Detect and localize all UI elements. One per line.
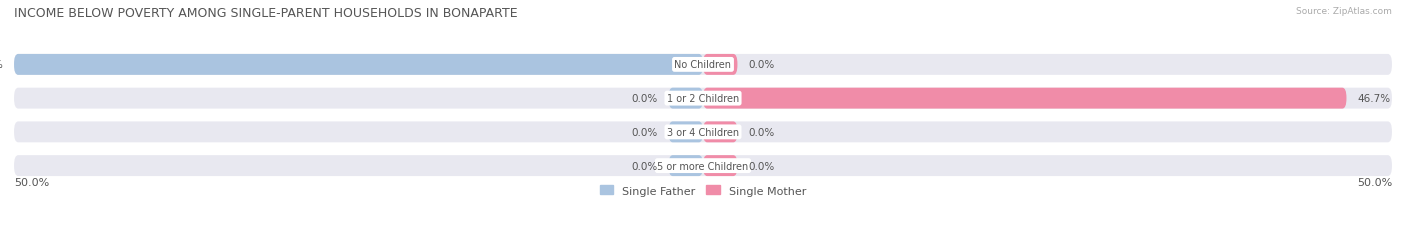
FancyBboxPatch shape — [703, 55, 738, 76]
Text: 0.0%: 0.0% — [631, 94, 658, 104]
FancyBboxPatch shape — [14, 55, 703, 76]
Text: INCOME BELOW POVERTY AMONG SINGLE-PARENT HOUSEHOLDS IN BONAPARTE: INCOME BELOW POVERTY AMONG SINGLE-PARENT… — [14, 7, 517, 20]
FancyBboxPatch shape — [703, 155, 738, 176]
Text: 46.7%: 46.7% — [1358, 94, 1391, 104]
FancyBboxPatch shape — [669, 155, 703, 176]
Text: No Children: No Children — [675, 60, 731, 70]
FancyBboxPatch shape — [703, 122, 738, 143]
Text: 50.0%: 50.0% — [1357, 177, 1392, 187]
Text: 0.0%: 0.0% — [748, 127, 775, 137]
Text: 0.0%: 0.0% — [748, 161, 775, 171]
Text: 50.0%: 50.0% — [0, 60, 3, 70]
FancyBboxPatch shape — [14, 122, 1392, 143]
Legend: Single Father, Single Mother: Single Father, Single Mother — [600, 185, 806, 196]
Text: 0.0%: 0.0% — [631, 161, 658, 171]
Text: 0.0%: 0.0% — [748, 60, 775, 70]
FancyBboxPatch shape — [669, 88, 703, 109]
Text: 5 or more Children: 5 or more Children — [658, 161, 748, 171]
Text: 3 or 4 Children: 3 or 4 Children — [666, 127, 740, 137]
FancyBboxPatch shape — [669, 122, 703, 143]
FancyBboxPatch shape — [14, 155, 1392, 176]
Text: 0.0%: 0.0% — [631, 127, 658, 137]
FancyBboxPatch shape — [703, 88, 1347, 109]
FancyBboxPatch shape — [14, 88, 1392, 109]
Text: 1 or 2 Children: 1 or 2 Children — [666, 94, 740, 104]
Text: 50.0%: 50.0% — [14, 177, 49, 187]
FancyBboxPatch shape — [14, 55, 1392, 76]
Text: Source: ZipAtlas.com: Source: ZipAtlas.com — [1296, 7, 1392, 16]
